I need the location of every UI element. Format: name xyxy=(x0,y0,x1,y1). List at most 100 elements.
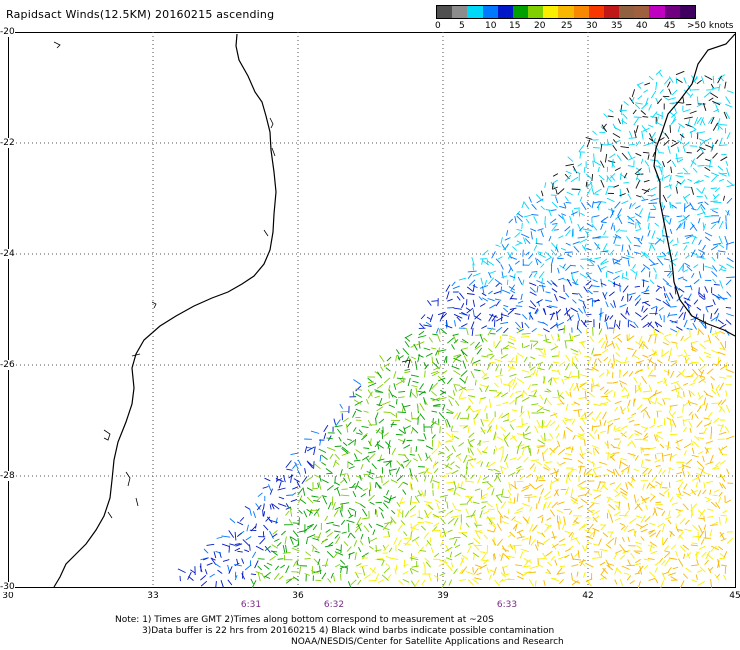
wind-barb xyxy=(591,299,600,302)
wind-barb xyxy=(423,397,426,405)
wind-barb xyxy=(662,398,666,405)
wind-barb xyxy=(717,216,721,224)
wind-barb xyxy=(413,458,419,462)
wind-barb xyxy=(591,363,597,371)
wind-barb xyxy=(634,498,640,504)
wind-barb xyxy=(569,333,572,341)
wind-barb xyxy=(627,165,635,168)
wind-barb xyxy=(362,488,368,492)
wind-barb xyxy=(579,425,585,432)
wind-barb xyxy=(719,347,726,351)
wind-barb xyxy=(698,356,705,363)
wind-barb xyxy=(383,411,391,414)
wind-barb xyxy=(418,330,425,336)
map-border xyxy=(8,32,736,588)
wind-barb xyxy=(437,377,446,382)
wind-barb xyxy=(360,493,366,498)
wind-barb xyxy=(718,144,728,147)
wind-barb xyxy=(372,567,376,573)
wind-barb xyxy=(546,524,552,529)
wind-barb xyxy=(320,538,328,545)
wind-barb xyxy=(592,461,595,467)
wind-barb xyxy=(483,534,488,540)
wind-barb xyxy=(439,531,442,538)
wind-barb xyxy=(677,390,680,398)
wind-barb xyxy=(577,312,581,322)
wind-barb xyxy=(604,389,613,396)
wind-barb xyxy=(715,384,721,391)
wind-barb xyxy=(549,218,557,224)
wind-barb xyxy=(263,564,270,570)
wind-barb xyxy=(626,392,630,399)
note-line-2: 3)Data buffer is 22 hrs from 20160215 4)… xyxy=(142,626,555,636)
wind-barb xyxy=(488,271,492,279)
wind-barb xyxy=(676,439,679,447)
wind-barb xyxy=(592,468,598,477)
wind-barb xyxy=(664,132,670,140)
wind-barb xyxy=(699,363,707,371)
wind-barb xyxy=(529,506,533,512)
wind-barb xyxy=(531,403,539,406)
wind-barb xyxy=(570,499,579,505)
wind-barb xyxy=(241,573,246,580)
wind-barb xyxy=(470,357,474,364)
wind-barb xyxy=(541,284,545,292)
wind-barb xyxy=(448,579,453,586)
wind-map xyxy=(8,32,736,588)
wind-barb xyxy=(480,496,487,500)
wind-barb xyxy=(534,308,539,314)
wind-barb xyxy=(641,314,648,321)
wind-barb xyxy=(467,413,470,421)
wind-barb xyxy=(622,113,628,120)
wind-barb xyxy=(499,578,504,583)
wind-barb xyxy=(421,579,426,586)
wind-barb xyxy=(487,461,496,468)
wind-barb xyxy=(375,418,377,425)
wind-barb xyxy=(541,419,544,429)
wind-barb xyxy=(355,449,363,455)
wind-barb xyxy=(633,117,639,126)
wind-barb xyxy=(652,204,657,210)
wind-barb xyxy=(426,316,432,321)
wind-barb xyxy=(516,444,525,448)
wind-barb xyxy=(663,258,670,261)
wind-barb xyxy=(488,522,497,528)
wind-barb xyxy=(670,360,678,363)
wind-barb xyxy=(529,286,536,293)
wind-barb xyxy=(672,243,678,247)
wind-barb xyxy=(599,548,608,552)
wind-barb xyxy=(312,537,320,541)
wind-barb xyxy=(594,447,600,455)
wind-barb xyxy=(722,510,728,514)
wind-barb xyxy=(425,561,431,568)
wind-barb xyxy=(603,420,607,426)
wind-barb xyxy=(717,351,726,356)
wind-barb xyxy=(725,306,732,309)
wind-barb xyxy=(474,379,477,386)
wind-barb xyxy=(679,580,685,588)
wind-barb xyxy=(366,398,369,405)
wind-barb xyxy=(439,313,444,322)
wind-barb xyxy=(564,174,572,182)
wind-barb xyxy=(529,372,535,377)
wind-barb xyxy=(568,314,572,321)
wind-barb xyxy=(466,571,475,575)
wind-barb xyxy=(710,578,713,588)
wind-barb xyxy=(570,537,578,541)
wind-barb xyxy=(696,559,699,566)
wind-barb xyxy=(623,525,629,532)
wind-barb xyxy=(664,77,670,85)
wind-barb xyxy=(691,447,695,454)
wind-barb xyxy=(717,125,720,131)
wind-barb xyxy=(446,452,454,458)
wind-barb xyxy=(726,132,731,140)
wind-barb xyxy=(662,205,666,211)
wind-barb xyxy=(641,305,644,312)
wind-barb xyxy=(591,445,599,449)
wind-barb xyxy=(671,102,678,105)
wind-barb xyxy=(690,130,693,138)
wind-barb xyxy=(684,528,692,532)
wind-barb xyxy=(586,492,593,496)
wind-barb xyxy=(698,378,706,383)
wind-barb xyxy=(565,354,571,362)
